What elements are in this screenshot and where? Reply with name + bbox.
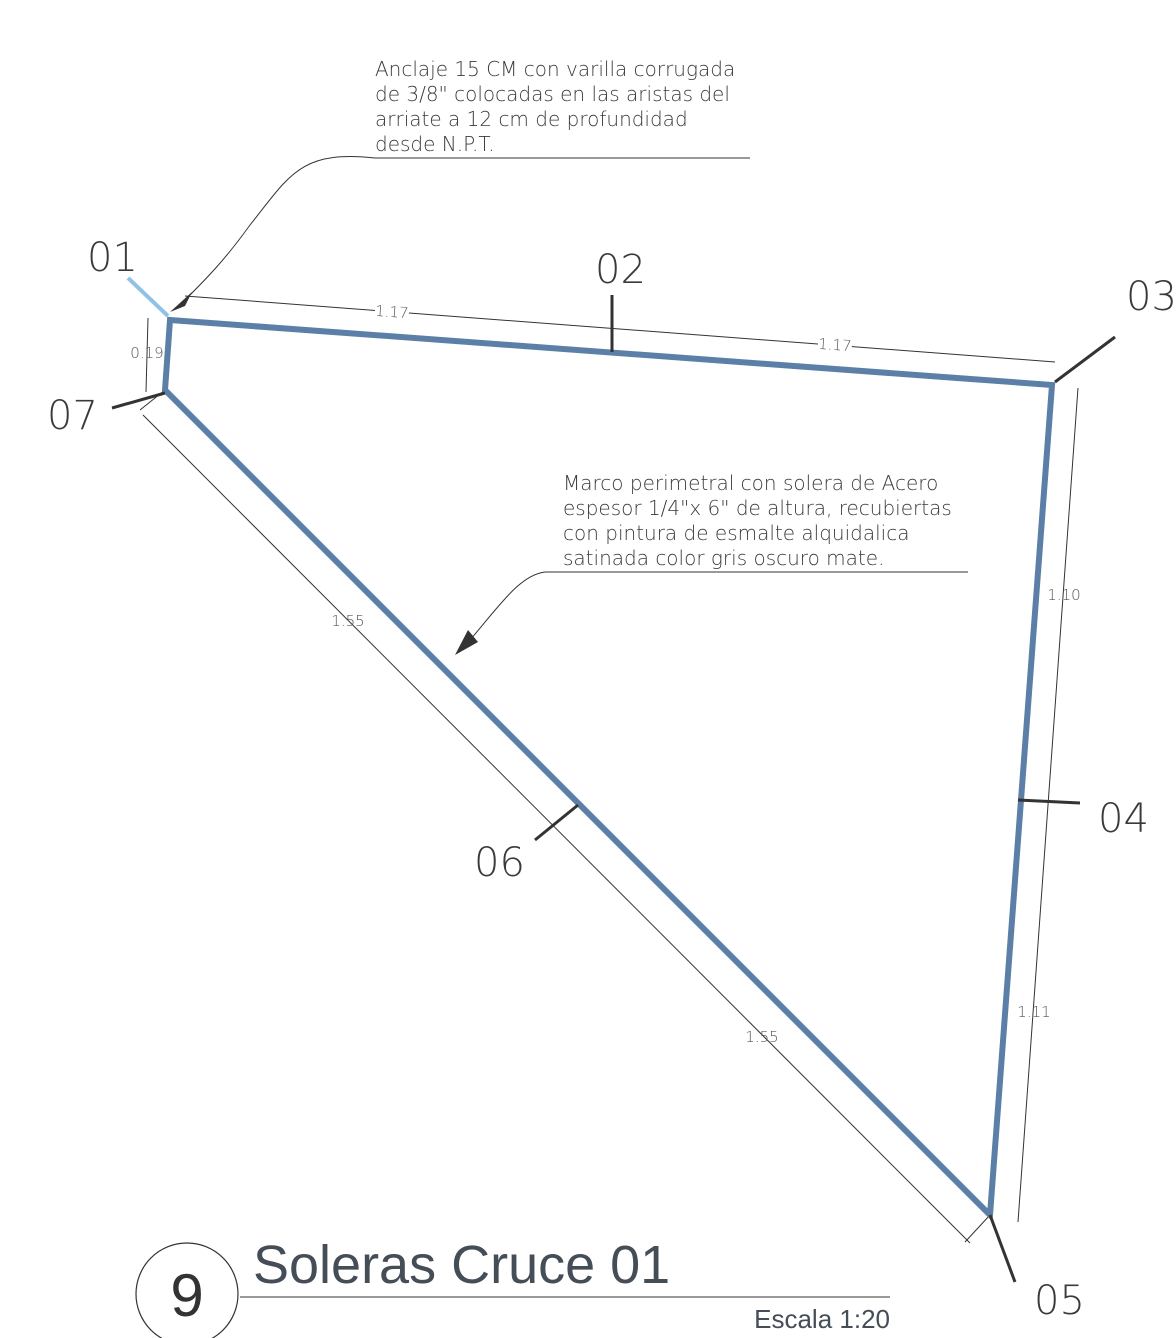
dimension-line [145,317,149,393]
note-line: arriate a 12 cm de profundidad [375,107,688,131]
dimension-label: 1.55 [745,1028,778,1046]
dimension-label: 1.55 [331,612,364,630]
leader [184,156,376,301]
tick [111,391,166,410]
dimension-line [184,295,1056,363]
drawing-title: Soleras Cruce 01 [253,1235,670,1295]
dimension-lines [139,295,1079,1244]
point-label: 07 [47,393,98,439]
note-line: desde N.P.T. [375,132,495,156]
point-label: 02 [595,247,646,293]
tick [126,276,170,318]
leader-arrow [170,292,192,312]
frame [161,316,1056,1222]
tick [534,803,579,842]
point-label: 05 [1034,1278,1085,1324]
note-line: satinada color gris oscuro mate. [563,546,884,570]
dim-bg [374,301,410,321]
tick [1054,335,1116,384]
note-line: Anclaje 15 CM con varilla corrugada [375,57,735,81]
tick [988,1214,1017,1283]
point-label: 01 [87,235,138,281]
note-1: Anclaje 15 CM con varilla corrugada de 3… [170,57,750,312]
drawing-scale: Escala 1:20 [754,1304,890,1334]
point-ticks [111,276,1116,1283]
tick [1017,798,1081,805]
dimension-line [1017,387,1079,1223]
point-label: 03 [1126,274,1176,320]
dimension-label: 1.11 [1017,1003,1050,1021]
dimension-label: 1.10 [1047,586,1080,604]
dimension-label: 1.17 [818,335,853,355]
leader [469,571,546,641]
note-line: espesor 1/4"x 6" de altura, recubiertas [563,496,952,520]
point-label: 06 [474,840,525,886]
extension-line [964,1214,991,1243]
drawing-number: 9 [170,1262,203,1329]
dimension-label: 0.19 [130,344,163,362]
note-line: de 3/8" colocadas en las aristas del [375,82,730,106]
note-2: Marco perimetral con solera de Acero esp… [455,471,968,655]
dimension-label: 1.17 [375,302,410,322]
note-line: Marco perimetral con solera de Acero [563,471,938,495]
dimension-line [142,414,971,1244]
title-circle [135,1242,239,1338]
note-line: con pintura de esmalte alquidalica [563,521,909,545]
dim-bg [817,334,853,354]
leader-arrow [455,630,478,655]
point-label: 04 [1098,796,1149,842]
